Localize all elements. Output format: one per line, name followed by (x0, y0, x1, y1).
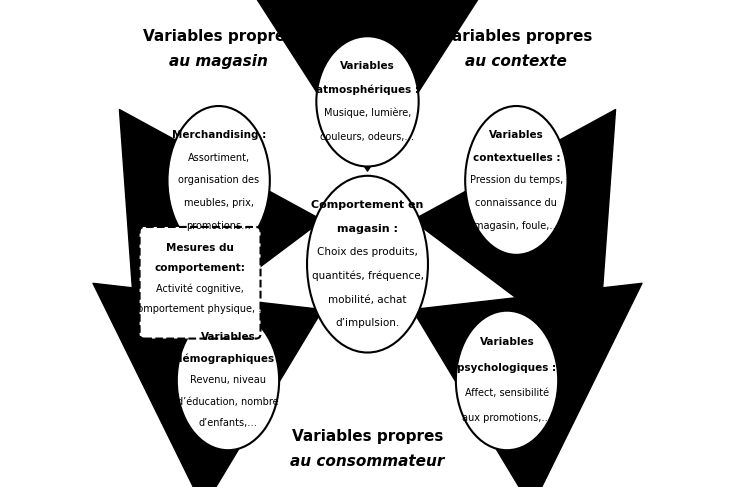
Text: aux promotions,…: aux promotions,… (462, 413, 551, 424)
Text: quantités, fréquence,: quantités, fréquence, (312, 271, 423, 281)
Text: promotions…: promotions… (186, 221, 251, 231)
Text: démographiques :: démographiques : (174, 354, 282, 364)
Text: Variables: Variables (480, 337, 534, 347)
Text: d’enfants,…: d’enfants,… (198, 418, 257, 429)
Ellipse shape (177, 311, 279, 450)
Text: magasin, foule,…: magasin, foule,… (474, 221, 559, 231)
Ellipse shape (456, 311, 558, 450)
Text: psychologiques :: psychologiques : (457, 363, 556, 373)
Text: au contexte: au contexte (465, 55, 567, 69)
Text: Variables propres: Variables propres (143, 29, 294, 44)
Text: Variables propres: Variables propres (441, 29, 592, 44)
Text: Variables: Variables (489, 130, 544, 140)
Text: couleurs, odeurs,…: couleurs, odeurs,… (320, 132, 415, 142)
Text: magasin :: magasin : (337, 224, 398, 234)
Text: Variables: Variables (201, 333, 255, 342)
Text: connaissance du: connaissance du (476, 198, 557, 208)
Text: contextuelles :: contextuelles : (473, 152, 560, 163)
Text: organisation des: organisation des (178, 175, 259, 186)
Text: au magasin: au magasin (169, 55, 268, 69)
Text: d’impulsion.: d’impulsion. (335, 318, 400, 328)
Text: Assortiment,: Assortiment, (187, 152, 250, 163)
Ellipse shape (307, 176, 428, 353)
Text: atmosphériques :: atmosphériques : (316, 84, 419, 95)
Text: Pression du temps,: Pression du temps, (470, 175, 563, 186)
FancyBboxPatch shape (140, 227, 260, 338)
Text: Mesures du: Mesures du (166, 243, 234, 253)
Text: Affect, sensibilité: Affect, sensibilité (465, 388, 549, 398)
Text: comportement physique, …: comportement physique, … (132, 304, 268, 315)
Text: mobilité, achat: mobilité, achat (329, 295, 406, 304)
Text: Revenu, niveau: Revenu, niveau (190, 375, 266, 385)
Text: Activité cognitive,: Activité cognitive, (156, 283, 244, 294)
Text: au consommateur: au consommateur (290, 454, 445, 469)
Text: Variables: Variables (340, 61, 395, 71)
Text: Musique, lumière,: Musique, lumière, (324, 108, 411, 118)
Text: Variables propres: Variables propres (292, 429, 443, 444)
Text: Comportement en: Comportement en (312, 200, 423, 210)
Ellipse shape (316, 36, 419, 167)
Ellipse shape (168, 106, 270, 255)
Text: Choix des produits,: Choix des produits, (317, 247, 418, 257)
Text: meubles, prix,: meubles, prix, (184, 198, 254, 208)
Text: Merchandising :: Merchandising : (171, 130, 266, 140)
Ellipse shape (465, 106, 567, 255)
Text: d’éducation, nombre: d’éducation, nombre (177, 397, 279, 407)
Text: comportement:: comportement: (154, 263, 245, 273)
